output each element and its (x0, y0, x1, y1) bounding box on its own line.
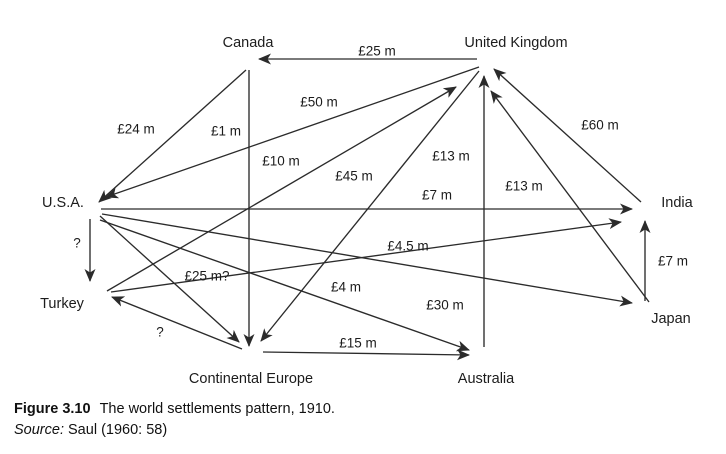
edge-label-uk-usa: £50 m (300, 95, 338, 110)
edge-uk-ce (260, 70, 480, 342)
edge-usa-ce (99, 215, 240, 343)
edge-uk-usa (105, 66, 480, 199)
edge-label-turkey-india: £4.5 m (387, 239, 428, 254)
edge-label-usa-india: £7 m (422, 188, 452, 203)
edge-turkey-india (110, 218, 622, 293)
figure-number: Figure 3.10 (14, 401, 91, 417)
node-label-halo-turkey: Turkey (40, 296, 85, 312)
edge-label-india-uk: £60 m (581, 118, 619, 133)
source-text: Saul (1960: 58) (63, 422, 168, 438)
edge-label-uk-canada: £25 m (358, 44, 396, 59)
node-label-halo-usa: U.S.A. (42, 195, 84, 211)
edge-label-ce-turkey: ? (156, 325, 164, 340)
edge-label-ce-australia: £15 m (339, 336, 377, 351)
edge-label-usa-ce: £25 m? (184, 269, 229, 284)
edge-ce-australia (262, 349, 470, 361)
edge-label-usa-japan: £30 m (426, 298, 464, 313)
edge-india-uk (493, 68, 642, 203)
node-label-turkey: Turkey (40, 296, 85, 312)
caption-line: Figure 3.10 The world settlements pattern… (14, 399, 714, 420)
node-label-usa: U.S.A. (42, 195, 84, 211)
node-label-halo-india: India (661, 195, 693, 211)
edge-usa-japan (101, 213, 633, 307)
edge-label-australia-uk: £13 m (432, 149, 470, 164)
edge-label-canada-usa: £24 m (117, 122, 155, 137)
edge-ce-turkey (111, 296, 243, 350)
node-label-uk: United Kingdom (464, 35, 567, 51)
node-label-halo-japan: Japan (651, 311, 691, 327)
edge-label-canada-ce: £1 m (211, 124, 241, 139)
figure-title: The world settlements pattern, 1910. (99, 401, 335, 417)
node-label-japan: Japan (651, 311, 691, 327)
node-label-canada: Canada (223, 35, 275, 51)
edge-japan-uk (490, 90, 650, 303)
node-label-halo-uk: United Kingdom (464, 35, 567, 51)
node-label-halo-canada: Canada (223, 35, 275, 51)
edge-label-japan-uk: £13 m (505, 179, 543, 194)
figure-caption: Figure 3.10 The world settlements pattern… (14, 399, 714, 441)
source-line: Source: Saul (1960: 58) (14, 420, 714, 441)
edge-turkey-uk (106, 86, 457, 292)
node-label-halo-ce: Continental Europe (189, 371, 313, 387)
node-label-india: India (661, 195, 693, 211)
edge-usa-australia (99, 219, 470, 352)
edge-label-usa-turkey: ? (73, 236, 81, 251)
edge-label-japan-india: £7 m (658, 254, 688, 269)
edge-label-turkey-uk: £10 m (262, 154, 300, 169)
node-label-halo-australia: Australia (458, 371, 515, 387)
edge-label-uk-ce: £45 m (335, 169, 373, 184)
edge-label-usa-australia: £4 m (331, 280, 361, 295)
source-prefix: Source: (14, 422, 64, 438)
node-label-australia: Australia (458, 371, 515, 387)
node-label-ce: Continental Europe (189, 371, 313, 387)
edge-canada-usa (98, 69, 247, 203)
